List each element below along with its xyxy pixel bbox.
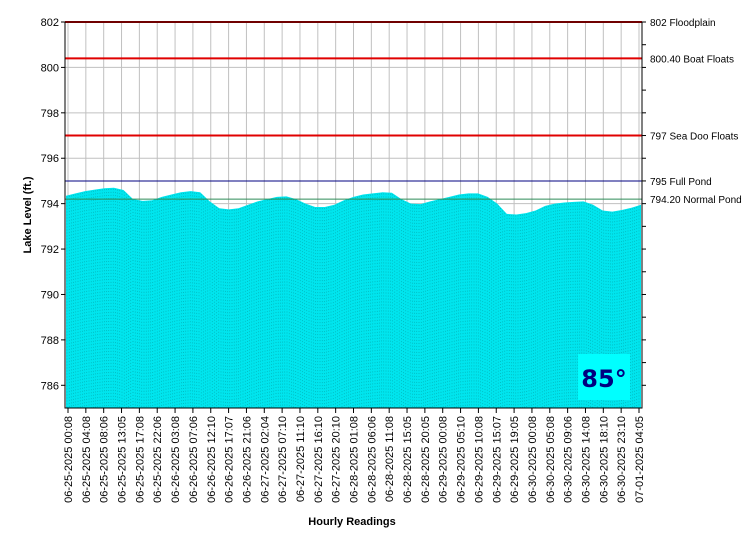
x-tick-label: 06-29-2025 19:05 [509,416,521,503]
y-tick-label: 788 [41,335,59,347]
y-tick-label: 792 [41,244,59,256]
temperature-value: 85° [581,365,626,393]
x-tick-label: 06-27-2025 11:10 [295,416,307,502]
x-tick-label: 06-25-2025 17:08 [134,416,146,503]
y-axis: 786 788 790 792 794 796 798 800 802 [41,17,646,392]
x-tick-label: 06-28-2025 11:08 [384,416,396,502]
x-tick-label: 06-25-2025 08:06 [99,416,111,503]
area-layer [66,187,641,408]
x-tick-label: 06-27-2025 02:04 [259,416,271,503]
x-tick-label: 06-29-2025 10:08 [473,416,485,503]
reference-label: 802 Floodplain [650,18,716,29]
y-tick-label: 798 [41,108,59,120]
x-tick-label: 06-29-2025 05:10 [456,416,468,503]
y-tick-label: 786 [41,380,59,392]
temperature-box [578,354,630,400]
y-tick-label: 800 [41,62,59,74]
reference-label: 795 Full Pond [650,177,712,188]
x-tick-label: 06-30-2025 23:10 [616,416,628,503]
x-tick-label: 06-30-2025 18:10 [598,416,610,503]
x-axis-title: Hourly Readings [308,516,395,528]
x-tick-label: 06-25-2025 13:05 [117,416,129,503]
x-tick-label: 06-28-2025 06:06 [366,416,378,503]
x-tick-label: 06-30-2025 00:08 [527,416,539,503]
reference-label: 794.20 Normal Pond [650,195,742,206]
x-tick-label: 06-25-2025 22:06 [152,416,164,503]
x-tick-label: 06-26-2025 03:08 [170,416,182,503]
y-tick-label: 802 [41,17,59,29]
x-tick-label: 06-27-2025 20:10 [331,416,343,503]
y-axis-title: Lake Level (ft.) [22,176,34,253]
x-tick-label: 06-26-2025 21:06 [241,416,253,503]
x-tick-label: 06-30-2025 14:08 [580,416,592,503]
reference-label: 797 Sea Doo Floats [650,132,738,143]
x-tick-label: 06-27-2025 16:10 [313,416,325,503]
x-tick-label: 06-29-2025 00:08 [438,416,450,503]
x-tick-label: 06-26-2025 17:07 [224,416,236,503]
x-tick-label: 06-25-2025 04:08 [81,416,93,503]
x-tick-label: 06-30-2025 05:08 [545,416,557,503]
y-tick-label: 794 [41,199,59,211]
x-tick-label: 06-28-2025 15:05 [402,416,414,503]
temperature-indicator: 85° [578,354,630,400]
x-tick-label: 06-30-2025 09:06 [563,416,575,503]
series-area [66,187,641,408]
x-tick-label: 06-29-2025 15:07 [491,416,503,503]
x-axis: 06-25-2025 00:08 06-25-2025 04:08 06-25-20… [63,408,646,503]
reference-label: 800.40 Boat Floats [650,54,734,65]
x-tick-label: 06-28-2025 20:05 [420,416,432,503]
x-tick-label: 06-25-2025 00:08 [63,416,75,503]
y-tick-label: 790 [41,289,59,301]
x-tick-label: 06-27-2025 07:10 [277,416,289,503]
x-tick-label: 06-28-2025 01:08 [349,416,361,503]
x-tick-label: 06-26-2025 07:06 [188,416,200,503]
x-tick-label: 06-26-2025 12:10 [206,416,218,503]
y-tick-label: 796 [41,153,59,165]
x-tick-label: 07-01-2025 04:05 [634,416,646,503]
